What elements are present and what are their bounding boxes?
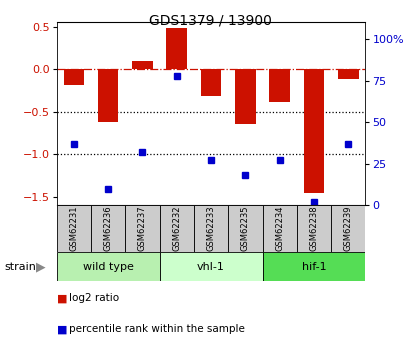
- Bar: [235, 69, 256, 125]
- Bar: [91, 205, 125, 252]
- Bar: [269, 69, 290, 101]
- Text: percentile rank within the sample: percentile rank within the sample: [69, 325, 245, 334]
- Bar: [297, 205, 331, 252]
- Bar: [331, 205, 365, 252]
- Text: GSM62236: GSM62236: [104, 206, 113, 252]
- Text: GSM62237: GSM62237: [138, 206, 147, 252]
- Text: ▶: ▶: [36, 260, 45, 273]
- Text: GSM62234: GSM62234: [275, 206, 284, 251]
- Text: GDS1379 / 13900: GDS1379 / 13900: [149, 14, 271, 28]
- Text: GSM62231: GSM62231: [69, 206, 79, 251]
- Bar: [304, 69, 324, 193]
- Text: GSM62235: GSM62235: [241, 206, 250, 251]
- Text: hif-1: hif-1: [302, 262, 326, 272]
- Bar: [166, 28, 187, 69]
- Bar: [98, 69, 118, 122]
- Text: log2 ratio: log2 ratio: [69, 294, 119, 303]
- Text: vhl-1: vhl-1: [197, 262, 225, 272]
- Text: GSM62233: GSM62233: [207, 206, 215, 252]
- Bar: [262, 252, 365, 281]
- Text: strain: strain: [4, 262, 36, 272]
- Bar: [125, 205, 160, 252]
- Bar: [194, 205, 228, 252]
- Bar: [338, 69, 359, 79]
- Bar: [262, 205, 297, 252]
- Text: GSM62232: GSM62232: [172, 206, 181, 251]
- Bar: [63, 69, 84, 85]
- Bar: [160, 252, 262, 281]
- Bar: [132, 61, 153, 69]
- Text: ■: ■: [57, 325, 67, 334]
- Text: GSM62239: GSM62239: [344, 206, 353, 251]
- Text: GSM62238: GSM62238: [310, 206, 318, 252]
- Bar: [160, 205, 194, 252]
- Bar: [201, 69, 221, 96]
- Text: ■: ■: [57, 294, 67, 303]
- Bar: [57, 252, 160, 281]
- Text: wild type: wild type: [83, 262, 134, 272]
- Bar: [228, 205, 262, 252]
- Bar: [57, 205, 91, 252]
